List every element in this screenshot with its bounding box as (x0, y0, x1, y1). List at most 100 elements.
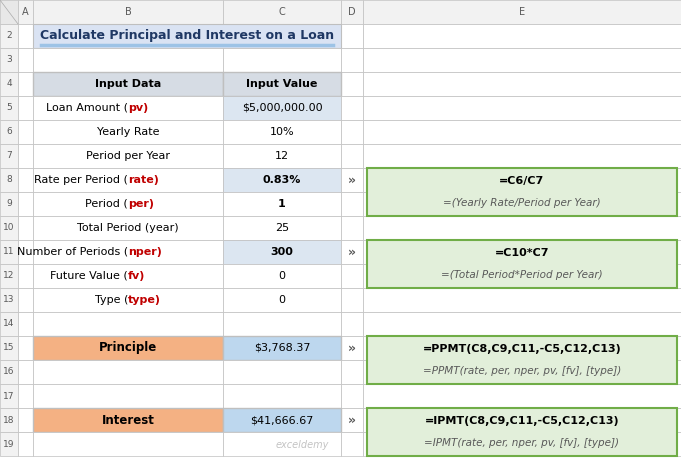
Bar (0, 168, 18, 192)
Bar (33, 216, 223, 240)
Text: exceldemy: exceldemy (275, 440, 329, 450)
Bar (223, 336, 341, 360)
Bar (363, 360, 681, 384)
FancyBboxPatch shape (367, 240, 677, 288)
Bar (341, 144, 363, 168)
Text: $3,768.37: $3,768.37 (254, 343, 311, 353)
Bar (33, 48, 223, 72)
Bar (33, 0, 223, 24)
Bar (363, 288, 681, 312)
Text: 9: 9 (6, 200, 12, 209)
Text: 6: 6 (6, 128, 12, 137)
Bar (33, 168, 223, 192)
Text: 14: 14 (3, 319, 15, 329)
Text: 11: 11 (3, 247, 15, 256)
Text: 2: 2 (6, 32, 12, 41)
Bar (223, 96, 341, 120)
Bar (18, 408, 33, 432)
Bar (363, 408, 681, 432)
Text: Future Value (: Future Value ( (50, 271, 128, 281)
Text: Loan Amount (: Loan Amount ( (46, 103, 128, 113)
Text: B: B (125, 7, 131, 17)
Text: Principle: Principle (99, 342, 157, 354)
Text: 300: 300 (270, 247, 294, 257)
Bar (33, 72, 223, 96)
Bar (223, 48, 341, 72)
Bar (0, 96, 18, 120)
Bar (33, 360, 223, 384)
Bar (0, 72, 18, 96)
Text: »: » (348, 342, 356, 354)
Bar (33, 288, 223, 312)
Bar (33, 120, 223, 144)
Text: 15: 15 (3, 343, 15, 352)
Bar (18, 360, 33, 384)
Bar (18, 72, 33, 96)
Text: 13: 13 (3, 296, 15, 305)
Text: 12: 12 (3, 272, 15, 280)
Text: $5,000,000.00: $5,000,000.00 (242, 103, 322, 113)
Bar (363, 72, 681, 96)
Text: pv): pv) (128, 103, 148, 113)
Text: 10: 10 (3, 224, 15, 233)
Text: Input Value: Input Value (247, 79, 318, 89)
FancyBboxPatch shape (367, 336, 677, 384)
Bar (341, 120, 363, 144)
Bar (341, 432, 363, 456)
Bar (0, 312, 18, 336)
Bar (223, 168, 341, 192)
Text: 8: 8 (6, 175, 12, 184)
Bar (18, 384, 33, 408)
Bar (341, 384, 363, 408)
Bar (363, 48, 681, 72)
Text: 0: 0 (279, 271, 285, 281)
Bar (0, 360, 18, 384)
Bar (223, 24, 341, 48)
Bar (223, 216, 341, 240)
Text: Number of Periods (: Number of Periods ( (17, 247, 128, 257)
Bar (18, 336, 33, 360)
Bar (33, 408, 223, 432)
Bar (223, 408, 341, 432)
Bar (363, 0, 681, 24)
Bar (341, 216, 363, 240)
Bar (0, 120, 18, 144)
Bar (0, 336, 18, 360)
Bar (223, 312, 341, 336)
Text: per): per) (128, 199, 154, 209)
Text: C: C (279, 7, 285, 17)
Bar (18, 120, 33, 144)
Bar (363, 192, 681, 216)
Bar (341, 96, 363, 120)
Bar (0, 408, 18, 432)
Text: Rate per Period (: Rate per Period ( (34, 175, 128, 185)
Bar (0, 144, 18, 168)
Bar (341, 24, 363, 48)
Text: Yearly Rate: Yearly Rate (97, 127, 159, 137)
Text: rate): rate) (128, 175, 159, 185)
Bar (33, 96, 223, 120)
Bar (223, 0, 341, 24)
Text: 19: 19 (3, 439, 15, 448)
Bar (223, 72, 341, 96)
Bar (18, 96, 33, 120)
Bar (0, 288, 18, 312)
Bar (363, 24, 681, 48)
Text: Period per Year: Period per Year (86, 151, 170, 161)
Bar (0, 192, 18, 216)
Bar (223, 288, 341, 312)
Text: »: » (348, 245, 356, 259)
Bar (363, 336, 681, 360)
Text: 1: 1 (278, 199, 286, 209)
Bar (33, 384, 223, 408)
Bar (33, 432, 223, 456)
FancyBboxPatch shape (367, 168, 677, 216)
Text: =(Total Period*Period per Year): =(Total Period*Period per Year) (441, 270, 603, 280)
Bar (341, 0, 363, 24)
Text: D: D (348, 7, 355, 17)
Bar (341, 264, 363, 288)
Text: =PPMT(C8,C9,C11,-C5,C12,C13): =PPMT(C8,C9,C11,-C5,C12,C13) (423, 344, 621, 354)
Bar (363, 168, 681, 192)
Text: 7: 7 (6, 151, 12, 160)
Bar (223, 384, 341, 408)
